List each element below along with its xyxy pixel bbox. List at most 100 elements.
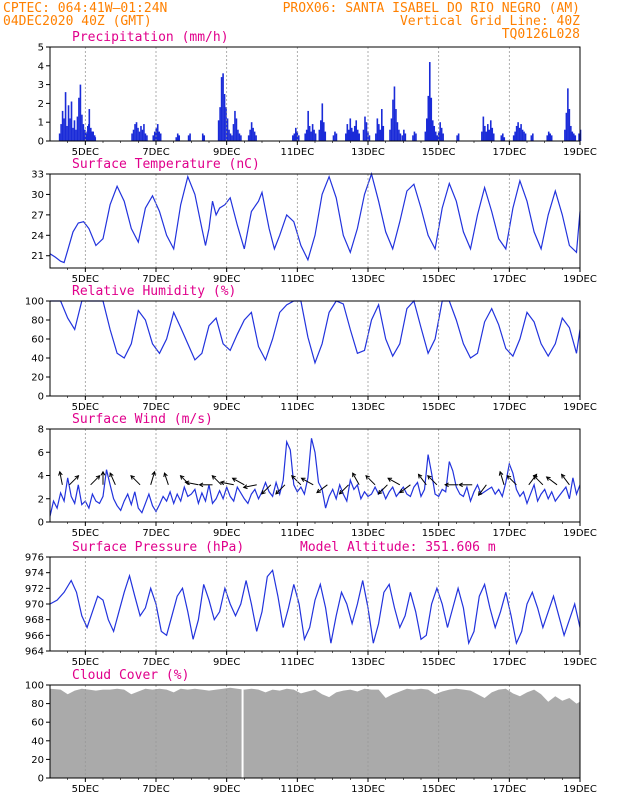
precip-bar — [132, 129, 135, 141]
wind-arrow — [260, 484, 272, 495]
wind-arrow — [130, 474, 141, 486]
precip-bar — [144, 133, 147, 141]
precip-bar — [355, 120, 358, 141]
precip-bar — [485, 131, 488, 141]
precip-bar — [138, 131, 141, 141]
x-tick-label: 9DEC — [213, 147, 240, 158]
wind-arrow-head — [179, 474, 185, 480]
x-tick-label: 9DEC — [213, 528, 240, 539]
y-tick-label: 966 — [25, 631, 44, 642]
precip-bar — [512, 135, 515, 141]
wind-arrow-head — [498, 470, 504, 476]
precip-bar — [518, 127, 521, 141]
wind-arrow — [444, 482, 459, 488]
wind-arrow-shaft — [427, 475, 438, 486]
panel-temperature: Surface Temperature (nC) 21 24 27 30 33 5DEC 7D… — [31, 157, 597, 285]
x-tick-label: 15DEC — [422, 528, 456, 539]
wind-arrow-shaft — [243, 484, 257, 488]
precip-bar — [229, 133, 232, 141]
precip-bar — [85, 131, 87, 141]
x-tick-label: 13DEC — [351, 402, 385, 413]
precip-bar — [413, 131, 416, 141]
precip-bar — [395, 109, 397, 141]
precip-bar — [311, 124, 314, 141]
precip-bar — [492, 133, 495, 141]
precip-bar — [249, 129, 251, 141]
precip-bar — [250, 122, 253, 141]
wind-arrow-shaft — [232, 477, 245, 486]
x-tick-label: 15DEC — [422, 147, 456, 158]
precip-bar — [72, 127, 74, 141]
y-tick-label: 100 — [25, 297, 44, 308]
precip-bar — [436, 135, 439, 141]
wind-arrow-shaft — [546, 476, 558, 486]
panel-humidity: Relative Humidity (%) 0 20 40 60 80 100 5DEC 7DE… — [25, 284, 597, 413]
precip-bar — [90, 131, 93, 141]
x-tick-label: 17DEC — [492, 657, 526, 668]
wind-arrow-shaft — [291, 475, 302, 486]
precip-bar — [530, 135, 533, 141]
wind-arrow — [427, 474, 438, 486]
precip-bar — [225, 107, 227, 141]
x-tick-label: 11DEC — [280, 274, 314, 285]
panel-precip: Precipitation (mm/h) 0 1 2 3 4 5 5DEC 7DEC 9DEC 11… — [38, 30, 597, 158]
panel-frame — [49, 428, 581, 523]
wind-arrow-shaft — [109, 472, 116, 486]
x-tick-label: 11DEC — [280, 402, 314, 413]
x-tick-label: 19DEC — [563, 402, 597, 413]
wind-arrow-head — [399, 488, 405, 494]
precip-bar — [482, 116, 485, 141]
header-date: 04DEC2020 40Z (GMT) — [3, 14, 152, 29]
precip-bar — [488, 129, 491, 141]
precip-bar — [440, 127, 443, 141]
y-tick-label: 21 — [31, 251, 44, 262]
wind-arrow-shaft — [59, 471, 63, 485]
precip-bar — [131, 133, 133, 141]
precip-bar — [232, 124, 235, 141]
y-tick-label: 6 — [38, 448, 44, 459]
x-tick-label: 5DEC — [72, 657, 99, 668]
cloud-area — [50, 687, 580, 778]
precip-bar — [82, 124, 85, 141]
precip-bar — [305, 129, 308, 141]
x-tick-label: 13DEC — [351, 147, 385, 158]
precip-bar — [549, 133, 552, 141]
precip-bar — [379, 129, 382, 141]
precip-bar — [520, 124, 522, 141]
precip-bar — [89, 129, 92, 141]
wind-arrow — [338, 484, 349, 495]
precip-bar — [568, 109, 571, 141]
precip-bar — [88, 124, 90, 141]
x-tick-label: 7DEC — [142, 402, 169, 413]
precip-bar — [424, 131, 427, 141]
precip-bar — [63, 118, 65, 141]
panel-title: Surface Pressure (hPa) — [72, 540, 244, 555]
y-tick-label: 964 — [25, 647, 44, 658]
wind-arrow — [533, 474, 544, 486]
precip-bar — [567, 88, 569, 141]
precip-bar — [396, 122, 399, 141]
wind-arrow — [100, 470, 106, 485]
precip-bar — [514, 131, 516, 141]
precip-bar — [135, 122, 138, 141]
y-tick-label: 80 — [31, 699, 44, 710]
y-tick-label: 60 — [31, 718, 44, 729]
wind-arrow — [184, 480, 199, 486]
precip-bar — [321, 103, 324, 141]
precip-bar — [153, 131, 156, 141]
wind-arrow-head — [130, 474, 135, 480]
y-tick-label: 968 — [25, 615, 44, 626]
precip-bar — [362, 129, 365, 141]
y-tick-label: 3 — [38, 80, 44, 91]
precip-bar — [433, 125, 436, 141]
precip-bar — [240, 135, 242, 141]
y-tick-label: 5 — [38, 43, 44, 54]
x-tick-label: 19DEC — [563, 147, 597, 158]
precip-bar — [365, 122, 368, 141]
precip-bar — [398, 129, 400, 141]
precip-bar — [322, 122, 325, 141]
precip-bar — [223, 94, 226, 141]
precip-bar — [237, 129, 239, 141]
x-tick-label: 9DEC — [213, 274, 240, 285]
x-tick-label: 9DEC — [213, 402, 240, 413]
